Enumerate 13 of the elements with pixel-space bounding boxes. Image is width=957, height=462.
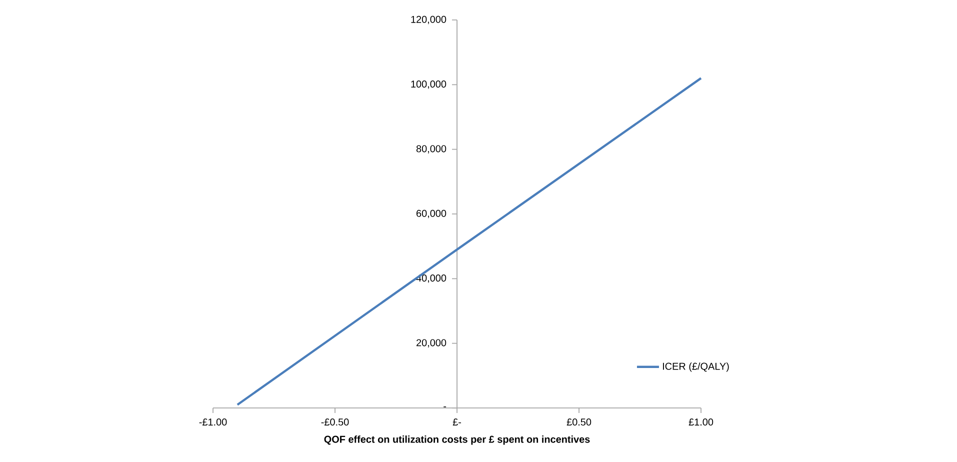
y-tick-label: 20,000 [416,339,446,348]
x-axis-title: QOF effect on utilization costs per £ spent on incentives [324,436,590,445]
x-tick-label: £0.50 [566,418,592,426]
y-tick-label: 120,000 [411,16,446,24]
x-tick-label: £- [452,418,461,426]
x-tick-label: -£1.00 [199,418,227,426]
legend-label: ICER (£/QALY) [662,362,729,372]
x-tick-label: -£0.50 [321,418,349,426]
x-tick-label: £1.00 [688,418,714,426]
y-tick-label: 80,000 [416,145,446,154]
y-tick-label: 60,000 [416,210,446,218]
y-tick-label: - [444,406,446,408]
y-tick-label: 100,000 [411,80,446,89]
